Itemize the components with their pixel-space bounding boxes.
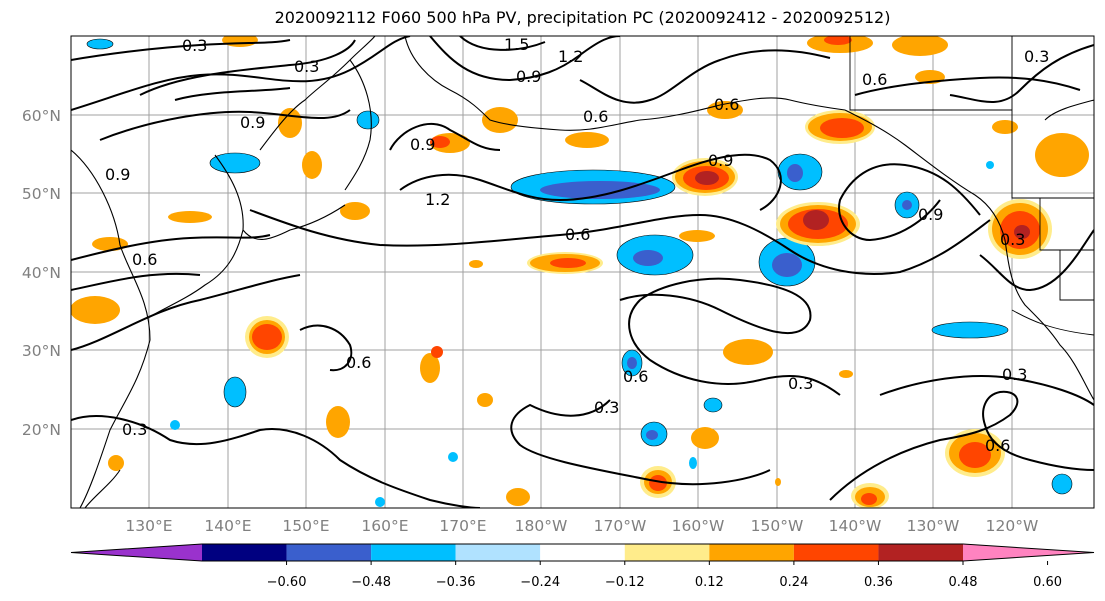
borders: [849, 36, 1094, 336]
pv-label: 0.6: [623, 367, 648, 386]
colorbar-tick-label: −0.24: [520, 575, 560, 590]
map-frame: [70, 35, 1095, 509]
lon-label: 160°E: [361, 517, 408, 535]
colorbar-segment: [455, 544, 541, 561]
lon-label: 180°W: [515, 517, 568, 535]
lat-label: 20°N: [22, 421, 61, 439]
colorbar-tick-label: 0.12: [695, 575, 724, 590]
colorbar-segment: [202, 544, 287, 561]
longitude-labels: 130°E 140°E 150°E 160°E 170°E 180°W 170°…: [125, 517, 1038, 535]
lon-label: 140°W: [829, 517, 882, 535]
colorbar-extend-max: [963, 544, 1094, 561]
colorbar-segment: [793, 544, 879, 561]
pv-label: 0.3: [1024, 47, 1049, 66]
lon-label: 140°E: [204, 517, 251, 535]
precipitation-shading: [71, 36, 1089, 508]
lon-label: 130°W: [907, 517, 960, 535]
pv-label: 0.3: [294, 57, 319, 76]
pv-label: 0.3: [122, 420, 147, 439]
gridlines: [71, 36, 1094, 508]
colorbar-tick-label: −0.36: [436, 575, 476, 590]
colorbar-tick-label: −0.48: [351, 575, 391, 590]
lat-label: 60°N: [22, 107, 61, 125]
coastlines: [71, 36, 1094, 508]
pv-label: 0.3: [1002, 365, 1027, 384]
lat-label: 30°N: [22, 342, 61, 360]
map-title: 2020092112 F060 500 hPa PV, precipitatio…: [274, 8, 891, 27]
colorbar-tick-label: 0.24: [779, 575, 808, 590]
colorbar-segment: [624, 544, 710, 561]
pv-label: 0.3: [182, 36, 207, 55]
pv-label: 0.3: [594, 398, 619, 417]
lon-label: 120°W: [986, 517, 1039, 535]
colorbar-extend-min: [71, 544, 202, 561]
pv-label: 0.9: [105, 165, 130, 184]
colorbar-segment: [709, 544, 794, 561]
colorbar: −0.60 −0.48 −0.36 −0.24 −0.12 0.12 0.24 0.36 0.4…: [70, 543, 1095, 590]
pv-label: 0.3: [1000, 230, 1025, 249]
pv-label: 0.9: [516, 67, 541, 86]
colorbar-tick-label: 0.60: [1033, 575, 1062, 590]
colorbar-segment: [878, 544, 963, 561]
colorbar-segment: [286, 544, 372, 561]
lat-label: 40°N: [22, 264, 61, 282]
lon-label: 130°E: [125, 517, 172, 535]
pv-contours: [71, 36, 1094, 508]
pv-contour-labels: 0.3 1.5 1.2 0.3 0.9 0.6 0.3 0.6 0.6 0.9 …: [105, 35, 1049, 455]
pv-label: 0.6: [714, 95, 739, 114]
pv-label: 0.9: [708, 151, 733, 170]
pv-label: 0.9: [918, 205, 943, 224]
map-content: 0.3 1.5 1.2 0.3 0.9 0.6 0.3 0.6 0.6 0.9 …: [71, 35, 1094, 508]
lon-label: 170°E: [439, 517, 486, 535]
pv-label: 0.9: [410, 135, 435, 154]
pv-label: 0.6: [985, 436, 1010, 455]
colorbar-outline: [70, 543, 1095, 562]
colorbar-segment: [540, 544, 625, 561]
lat-label: 50°N: [22, 185, 61, 203]
colorbar-tick-label: 0.48: [949, 575, 978, 590]
pv-label: 1.5: [504, 35, 529, 54]
pv-label: 1.2: [558, 47, 583, 66]
pv-label: 0.3: [788, 374, 813, 393]
pv-label: 0.9: [240, 113, 265, 132]
colorbar-tick-label: −0.60: [267, 575, 307, 590]
pv-label: 0.6: [862, 70, 887, 89]
pv-label: 1.2: [425, 190, 450, 209]
lon-label: 170°W: [594, 517, 647, 535]
lon-label: 160°W: [672, 517, 725, 535]
colorbar-tick-label: −0.12: [605, 575, 645, 590]
pv-label: 0.6: [583, 107, 608, 126]
pv-label: 0.6: [132, 250, 157, 269]
colorbar-segment: [371, 544, 456, 561]
pv-label: 0.6: [565, 225, 590, 244]
lon-label: 150°W: [751, 517, 804, 535]
lon-label: 150°E: [282, 517, 329, 535]
latitude-labels: 60°N 50°N 40°N 30°N 20°N: [22, 107, 61, 439]
colorbar-tick-label: 0.36: [864, 575, 893, 590]
pv-label: 0.6: [346, 353, 371, 372]
